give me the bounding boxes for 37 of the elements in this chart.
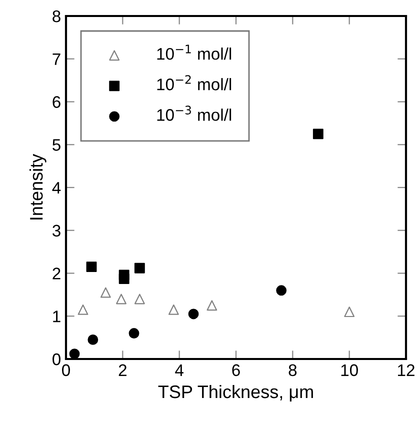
point <box>276 285 287 296</box>
point <box>206 300 218 311</box>
y-tick-label: 3 <box>52 224 60 237</box>
point <box>344 306 355 318</box>
point <box>134 294 145 304</box>
y-tick-label: 0 <box>52 353 60 366</box>
x-axis-title: TSP Thickness, μm <box>158 384 313 402</box>
x-tick-label: 10 <box>341 364 358 376</box>
x-tick-label: 4 <box>175 364 184 376</box>
y-tick-label: 8 <box>52 10 60 22</box>
point <box>134 262 145 274</box>
legend-label: 10$^{−2}$ mol/l <box>157 75 232 90</box>
point <box>86 262 97 272</box>
y-tick-label: 4 <box>52 182 61 194</box>
x-tick-label: 8 <box>288 364 297 376</box>
point <box>88 334 98 345</box>
point <box>118 274 130 284</box>
y-tick-label: 1 <box>53 310 60 322</box>
x-tick-label: 2 <box>118 364 126 376</box>
x-tick-label: 12 <box>398 364 414 376</box>
y-tick-label: 5 <box>52 139 60 151</box>
y-tick-label: 6 <box>52 96 60 108</box>
legend-label: 10$^{−1}$ mol/l <box>157 44 232 60</box>
point <box>188 308 199 320</box>
x-tick-label: 0 <box>62 364 70 376</box>
point <box>128 328 140 338</box>
point <box>69 348 80 359</box>
point <box>312 128 324 140</box>
y-tick-label: 2 <box>52 268 60 280</box>
point <box>78 304 88 315</box>
y-axis-title: Intensity <box>29 154 46 220</box>
x-tick-label: 6 <box>232 364 240 376</box>
point <box>168 304 179 315</box>
legend-label: 10$^{−3}$ mol/l <box>157 106 232 121</box>
point <box>100 287 111 298</box>
point <box>116 294 126 304</box>
y-tick-label: 7 <box>52 53 60 65</box>
